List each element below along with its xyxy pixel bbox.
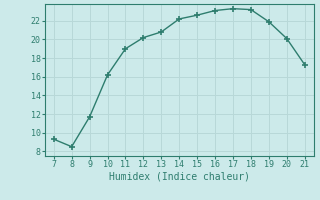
X-axis label: Humidex (Indice chaleur): Humidex (Indice chaleur) bbox=[109, 172, 250, 182]
